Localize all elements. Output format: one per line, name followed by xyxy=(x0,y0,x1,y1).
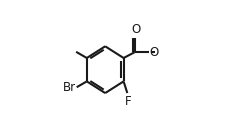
Text: Br: Br xyxy=(63,81,76,94)
Text: O: O xyxy=(148,46,158,59)
Text: F: F xyxy=(124,95,130,108)
Text: O: O xyxy=(130,23,140,36)
